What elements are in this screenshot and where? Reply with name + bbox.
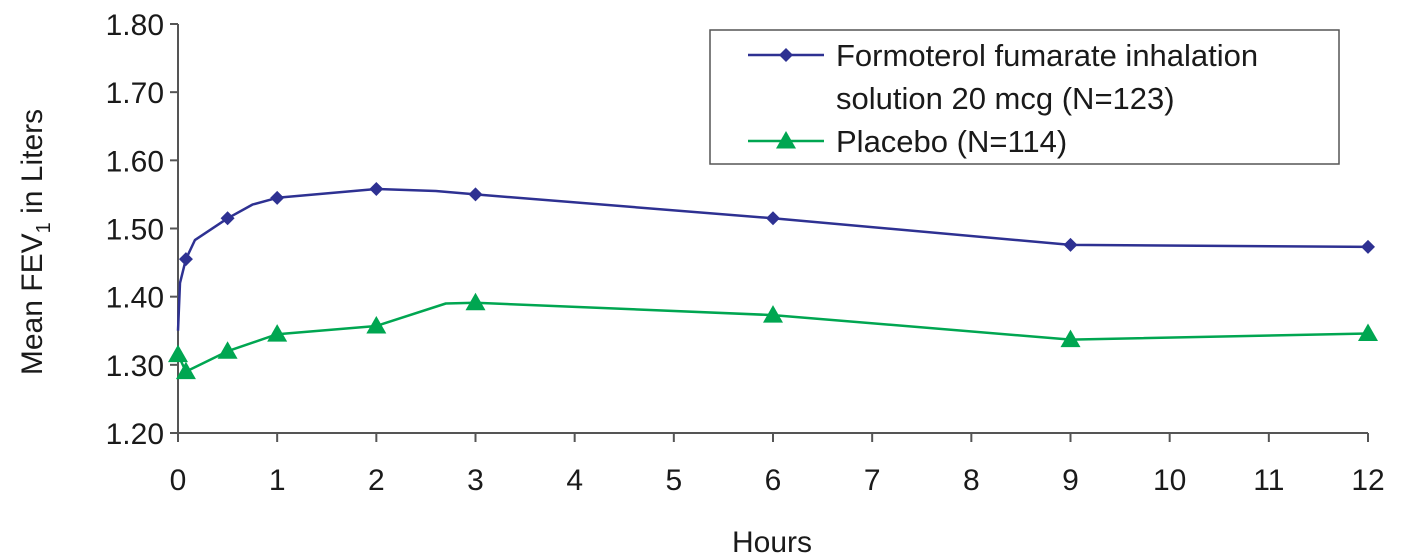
legend-label: solution 20 mcg (N=123) bbox=[836, 81, 1175, 116]
x-tick-label: 7 bbox=[864, 464, 881, 497]
legend-swatch-marker bbox=[779, 48, 793, 62]
y-tick-label: 1.30 bbox=[106, 350, 164, 383]
x-tick-label: 6 bbox=[765, 464, 782, 497]
data-point-1 bbox=[175, 361, 196, 380]
data-point-0 bbox=[369, 181, 384, 196]
data-point-1 bbox=[465, 292, 486, 311]
data-point-1 bbox=[763, 305, 783, 323]
y-tick-label: 1.70 bbox=[106, 77, 164, 110]
data-point-0 bbox=[1063, 237, 1078, 252]
y-tick-label: 1.50 bbox=[106, 214, 164, 247]
x-tick-label: 10 bbox=[1153, 464, 1186, 497]
chart-series bbox=[168, 181, 1378, 380]
chart-axes: 1.201.301.401.501.601.701.800 1 2 3 4 5 6 7 8 9 10… bbox=[106, 9, 1385, 497]
data-point-0 bbox=[178, 252, 193, 267]
data-point-1 bbox=[366, 315, 387, 334]
data-point-0 bbox=[1361, 239, 1375, 254]
x-tick-label: 4 bbox=[566, 464, 583, 497]
data-point-0 bbox=[766, 211, 780, 226]
x-tick-label: 5 bbox=[665, 464, 682, 497]
y-tick-label: 1.20 bbox=[106, 418, 164, 451]
legend-label: Placebo (N=114) bbox=[836, 124, 1067, 159]
x-tick-label: 8 bbox=[963, 464, 980, 497]
y-tick-label: 1.80 bbox=[106, 9, 164, 42]
x-tick-label: 3 bbox=[467, 464, 484, 497]
x-tick-label: 1 bbox=[269, 464, 286, 497]
data-point-1 bbox=[217, 341, 238, 359]
data-point-1 bbox=[1358, 323, 1378, 341]
data-point-0 bbox=[270, 190, 285, 205]
x-tick-label: 11 bbox=[1253, 464, 1284, 497]
y-axis-title: Mean FEV1 in Liters bbox=[16, 109, 55, 375]
y-tick-label: 1.40 bbox=[106, 282, 164, 315]
data-point-1 bbox=[1060, 329, 1081, 348]
data-point-1 bbox=[168, 344, 188, 363]
series-1 bbox=[168, 292, 1378, 380]
x-tick-label: 9 bbox=[1062, 464, 1079, 497]
x-axis-title: Hours bbox=[732, 526, 812, 558]
y-axis-title-suffix: in Liters bbox=[16, 109, 49, 222]
chart-legend: Formoterol fumarate inhalation solution 2… bbox=[709, 29, 1340, 165]
x-tick-label: 2 bbox=[368, 464, 385, 497]
data-point-1 bbox=[267, 324, 288, 342]
y-axis-title-main: Mean FEV bbox=[16, 233, 49, 375]
legend-swatch-marker bbox=[776, 131, 796, 149]
x-tick-label: 12 bbox=[1351, 464, 1384, 497]
legend-label: Formoterol fumarate inhalation bbox=[836, 38, 1258, 73]
y-axis-title-subscript: 1 bbox=[33, 222, 55, 233]
series-line-1 bbox=[176, 301, 1369, 373]
x-tick-label: 0 bbox=[170, 464, 187, 497]
y-tick-label: 1.60 bbox=[106, 145, 164, 178]
data-point-0 bbox=[468, 187, 483, 202]
data-point-0 bbox=[220, 211, 235, 226]
series-0 bbox=[176, 181, 1375, 331]
